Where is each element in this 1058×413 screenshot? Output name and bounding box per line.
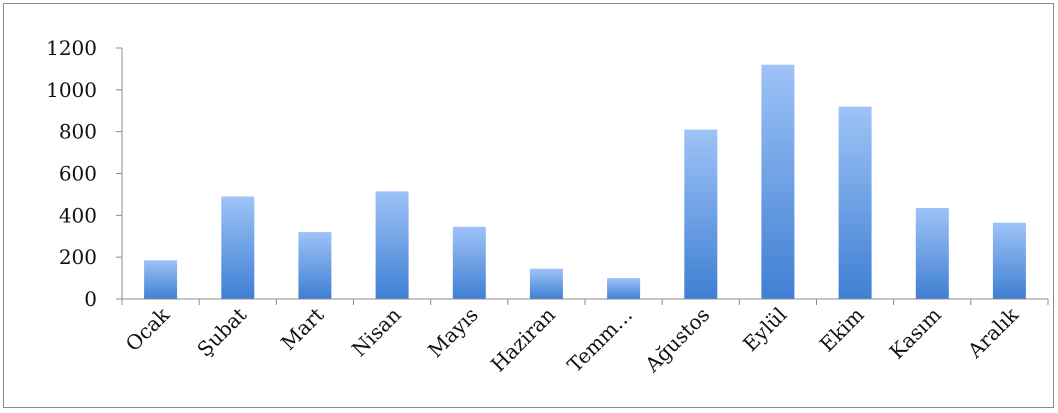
bar-1	[221, 196, 255, 299]
bars	[144, 64, 1026, 299]
y-tick-label: 200	[59, 245, 97, 269]
x-tick-label: Mayıs	[423, 303, 483, 363]
bar-7	[684, 129, 718, 299]
bar-6	[607, 278, 641, 299]
y-tick-label: 0	[84, 287, 97, 311]
y-tick-label: 800	[59, 120, 97, 144]
bar-0	[144, 260, 178, 299]
y-tick-label: 400	[59, 203, 97, 227]
x-tick-label: Temm…	[562, 303, 637, 378]
bar-4	[452, 226, 486, 299]
x-tick-label: Eylül	[738, 303, 791, 356]
x-tick-label: Kasım	[885, 303, 946, 364]
x-tick-label: Aralık	[962, 302, 1023, 363]
bar-11	[992, 222, 1026, 299]
x-tick-label: Ağustos	[640, 303, 715, 378]
y-tick-label: 600	[59, 162, 97, 186]
bar-9	[838, 106, 872, 299]
x-axis: Ocak Şubat Mart Nisan Mayıs Haziran Temm… Ağust…	[121, 298, 1049, 378]
chart-frame	[3, 3, 1054, 408]
bar-10	[915, 208, 949, 299]
x-tick-label: Ekim	[815, 303, 869, 357]
x-tick-label: Şubat	[192, 303, 251, 362]
x-tick-label: Ocak	[121, 302, 175, 356]
y-tick-label: 1200	[46, 36, 97, 60]
y-axis: 0 200 400 600 800 1000 1200	[46, 36, 123, 311]
bar-3	[375, 191, 409, 299]
y-tick-label: 1000	[46, 78, 97, 102]
x-tick-label: Nisan	[347, 302, 406, 361]
bar-2	[298, 232, 332, 299]
x-tick-label: Mart	[276, 303, 328, 355]
bar-8	[761, 64, 795, 299]
bar-5	[529, 268, 563, 299]
x-tick-label: Haziran	[486, 302, 560, 376]
